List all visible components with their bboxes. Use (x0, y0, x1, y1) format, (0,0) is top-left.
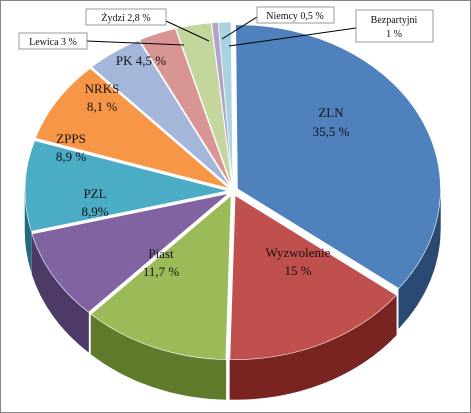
label-wyzwolenie-value: 15 % (284, 263, 311, 278)
label-niemcy: Niemcy 0,5 % (266, 11, 324, 22)
pie-slice-zydzi (175, 22, 233, 187)
label-zpps-value: 8,9 % (56, 149, 87, 164)
label-bezpartyjni-name: Bezpartyjni (371, 15, 418, 26)
leader-zydzi (165, 20, 210, 42)
pie-slice-nrks (35, 68, 229, 189)
label-bezpartyjni-value: 1 % (386, 29, 402, 40)
label-pk: PK 4,5 % (116, 53, 166, 68)
label-piast-name: Piast (148, 246, 174, 261)
label-zpps-name: ZPPS (56, 131, 86, 146)
label-pzl-value: 8,9% (81, 204, 108, 219)
callout-box-bezpartyjni (355, 9, 434, 43)
leader-bezpartyjni (228, 27, 357, 47)
label-wyzwolenie-name: Wyzwolenie (266, 245, 331, 260)
pie-slice-bezpartyjni (217, 21, 234, 187)
pie-tops (24, 21, 441, 360)
leader-niemcy (221, 16, 258, 40)
label-zln-value: 35,5 % (313, 124, 350, 139)
leader-lines (86, 16, 357, 47)
label-piast-value: 11,7 % (143, 264, 180, 279)
pie-slice-zln (235, 24, 441, 289)
label-zydzi: Żydzi 2,8 % (101, 12, 150, 24)
pie-slice-lewica (139, 28, 232, 187)
pie-slice-pk (91, 40, 231, 188)
label-nrks-name: NRKS (85, 81, 120, 96)
callout-box-zydzi (85, 8, 167, 26)
label-lewica: Lewica 3 % (29, 37, 77, 48)
label-nrks-value: 8,1 % (87, 99, 118, 114)
leader-lewica (86, 40, 185, 46)
pie-slice-piast (90, 194, 232, 360)
callout-box-niemcy (256, 6, 335, 24)
label-pzl-name: PZL (83, 186, 106, 201)
pie-slice-zpps (24, 140, 229, 232)
pie-slice-wyzwolenie (229, 194, 397, 360)
callout-box-lewica (18, 32, 88, 50)
label-zln-name: ZLN (318, 105, 344, 120)
pie-slice-pzl (31, 193, 229, 313)
